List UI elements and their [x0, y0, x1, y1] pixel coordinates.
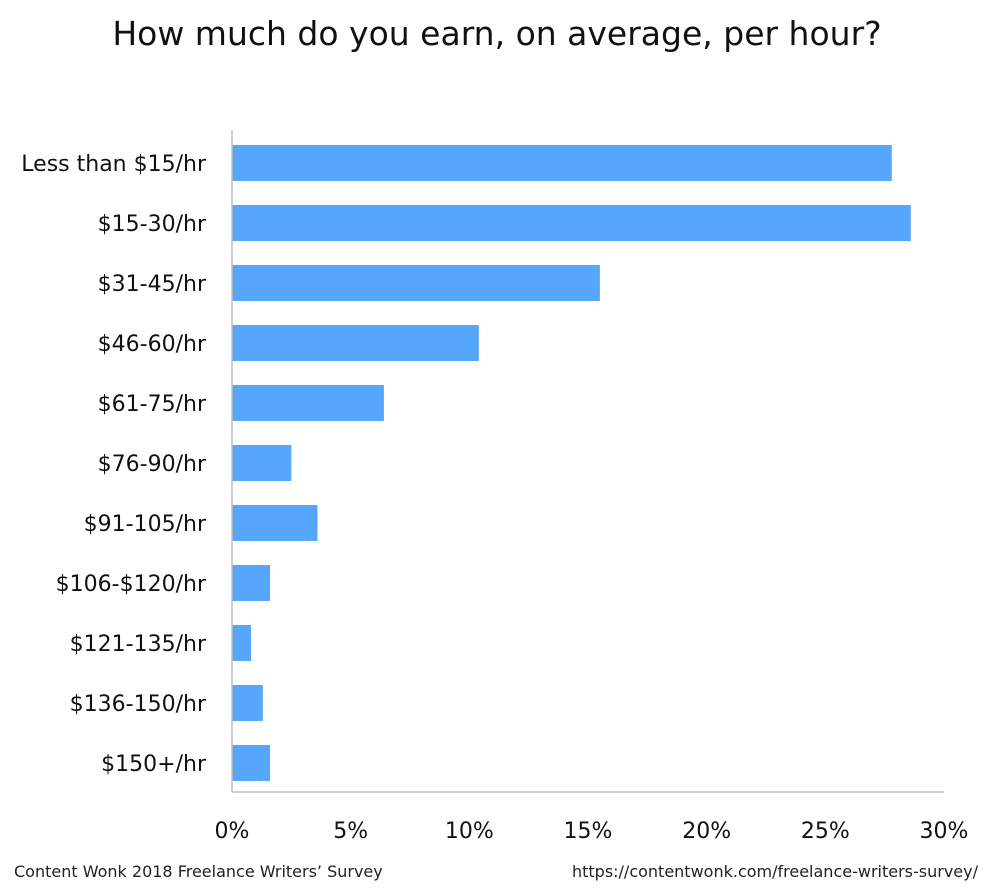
source-url: https://contentwonk.com/freelance-writer…: [571, 862, 978, 881]
category-label: $136-150/hr: [70, 692, 207, 717]
bar: [232, 265, 600, 301]
x-tick-label: 30%: [920, 819, 969, 844]
category-label: $46-60/hr: [98, 332, 207, 357]
x-tick-label: 5%: [333, 819, 368, 844]
bar: [232, 625, 251, 661]
bar: [232, 565, 270, 601]
bar: [232, 685, 263, 721]
bar: [232, 145, 892, 181]
x-tick-labels-group: 0% 5% 10% 15% 20% 25% 30%: [215, 819, 969, 844]
x-tick-label: 0%: [215, 819, 250, 844]
category-label: $91-105/hr: [84, 512, 207, 537]
category-label: Less than $15/hr: [21, 152, 207, 177]
x-tick-label: 15%: [564, 819, 613, 844]
x-tick-label: 20%: [682, 819, 731, 844]
category-label: $15-30/hr: [98, 212, 207, 237]
bar: [232, 385, 384, 421]
category-label: $121-135/hr: [70, 632, 207, 657]
bar: [232, 205, 911, 241]
chart-title: How much do you earn, on average, per ho…: [112, 14, 882, 53]
bars-group: [232, 145, 911, 781]
x-tick-label: 25%: [801, 819, 850, 844]
category-label: $150+/hr: [101, 752, 207, 777]
category-label: $106-$120/hr: [56, 572, 207, 597]
category-label: $31-45/hr: [98, 272, 207, 297]
bar: [232, 325, 479, 361]
category-labels-group: Less than $15/hr $15-30/hr $31-45/hr $46-60…: [21, 152, 207, 777]
bar: [232, 505, 318, 541]
bar: [232, 745, 270, 781]
x-tick-label: 10%: [445, 819, 494, 844]
category-label: $61-75/hr: [98, 392, 207, 417]
category-label: $76-90/hr: [98, 452, 207, 477]
bar: [232, 445, 292, 481]
source-note: Content Wonk 2018 Freelance Writers’ Sur…: [14, 862, 383, 881]
bar-chart: Less than $15/hr $15-30/hr $31-45/hr $46-60…: [21, 130, 969, 844]
